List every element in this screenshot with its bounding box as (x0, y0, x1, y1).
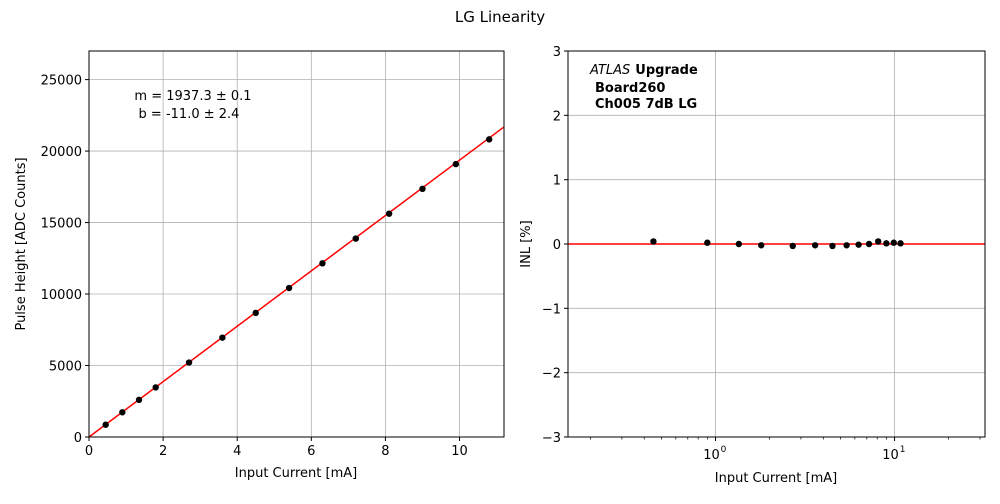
data-point (185, 359, 193, 366)
data-point (102, 421, 109, 428)
x-tick-label: 10 (882, 448, 899, 463)
data-point (419, 185, 426, 193)
x-tick-exponent: 0 (721, 445, 727, 455)
inl-point (650, 238, 657, 245)
x-tick-label: 6 (307, 444, 315, 459)
inl-points-group (650, 238, 904, 250)
fit-line (88, 126, 505, 438)
y-tick-label: −3 (542, 431, 561, 446)
inl-point (883, 240, 890, 247)
data-point (285, 284, 293, 292)
data-point (352, 235, 359, 242)
y-tick-label: 0 (74, 431, 82, 446)
data-point (119, 409, 126, 416)
inl-point (829, 242, 836, 250)
linearity-panel: 0 2 4 6 8 10 0 5000 10000 15000 20000 25000 m = 193… (14, 50, 505, 481)
inl-point (874, 238, 882, 245)
x-tick-label: 2 (159, 444, 167, 459)
y-tick-label: 1 (553, 174, 561, 189)
inl-point (789, 242, 796, 250)
x-tick-label: 4 (233, 444, 241, 459)
linearity-x-axis-label: Input Current [mA] (235, 466, 357, 481)
linearity-ticks: 0 2 4 6 8 10 0 5000 10000 15000 20000 25000 (41, 74, 468, 459)
experiment-qualifier: Upgrade (635, 63, 698, 78)
x-tick-exponent: 1 (900, 445, 906, 455)
inl-point (865, 240, 873, 248)
data-point (152, 384, 159, 391)
inl-point (735, 240, 743, 248)
y-tick-label: 20000 (41, 145, 82, 160)
y-tick-label: 0 (553, 238, 561, 253)
channel-label: Ch005 7dB LG (595, 97, 697, 112)
x-tick-label: 10 (703, 448, 720, 463)
experiment-name: ATLAS (589, 63, 630, 78)
y-tick-label: 3 (553, 45, 561, 60)
inl-point (758, 242, 765, 249)
linearity-grid (88, 51, 504, 438)
slope-annotation: m = 1937.3 ± 0.1 (134, 89, 251, 104)
data-point (219, 334, 226, 341)
inl-point (890, 239, 897, 246)
figure-title: LG Linearity (455, 8, 545, 26)
data-points-group (102, 136, 493, 428)
y-tick-label: 25000 (41, 74, 82, 89)
data-point (385, 210, 393, 217)
data-point (135, 396, 143, 404)
y-tick-label: 2 (553, 109, 561, 124)
board-label: Board260 (595, 81, 665, 96)
y-tick-label: −2 (542, 367, 561, 382)
inl-point (855, 241, 862, 248)
data-point (252, 309, 259, 317)
y-tick-label: −1 (542, 302, 561, 317)
y-tick-label: 15000 (41, 217, 82, 232)
experiment-label: ATLAS Upgrade (589, 63, 698, 78)
x-tick-label: 8 (381, 444, 389, 459)
linearity-y-axis-label: Pulse Height [ADC Counts] (14, 157, 29, 330)
y-tick-label: 10000 (41, 288, 82, 303)
x-tick-label: 0 (85, 444, 93, 459)
inl-y-axis-label: INL [%] (519, 220, 534, 267)
inl-x-axis-label: Input Current [mA] (715, 471, 837, 486)
linearity-plot-frame (88, 50, 505, 438)
data-point (319, 260, 326, 267)
data-point (485, 136, 493, 143)
inl-point (811, 242, 819, 249)
data-point (452, 160, 460, 168)
intercept-annotation: b = -11.0 ± 2.4 (139, 107, 240, 122)
fit-line-group (88, 126, 505, 438)
x-tick-label: 10 (451, 444, 468, 459)
inl-point (897, 240, 904, 247)
inl-point (704, 239, 711, 246)
y-tick-label: 5000 (49, 360, 82, 375)
inl-point (843, 242, 850, 249)
